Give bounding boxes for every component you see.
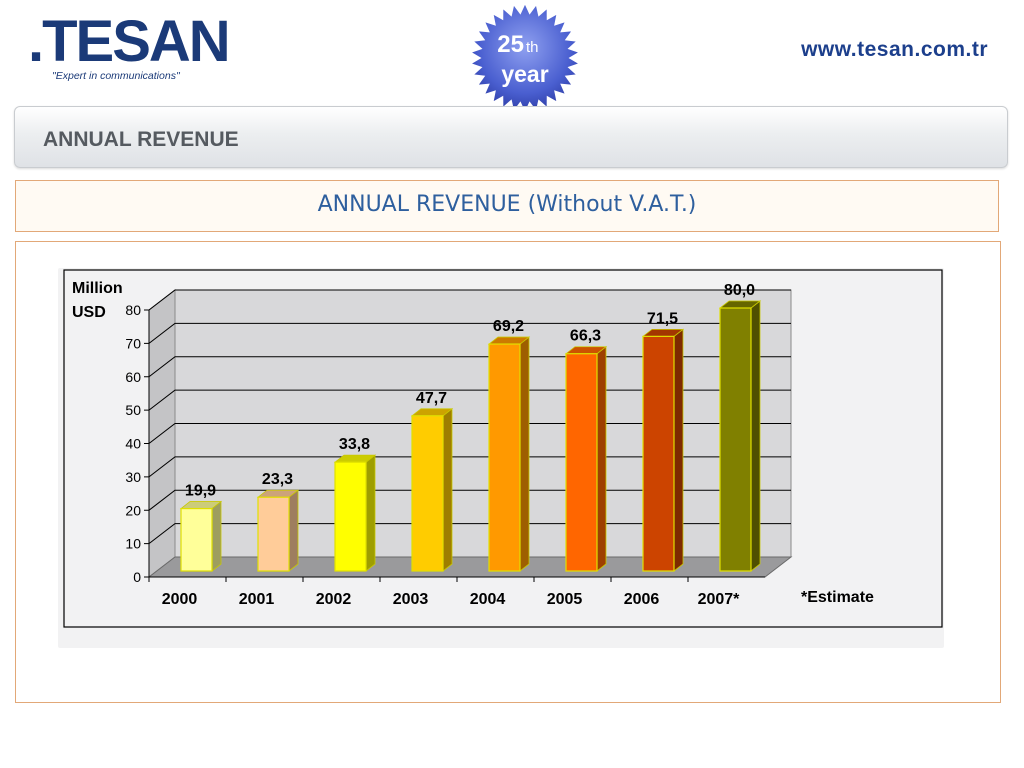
y-tick-label: 20 (125, 502, 141, 518)
y-tick-label: 0 (133, 569, 141, 585)
x-tick-label: 2003 (393, 591, 429, 608)
x-tick-label: 2007* (698, 591, 741, 608)
y-tick-label: 60 (125, 369, 141, 385)
y-axis-title: USD (72, 304, 106, 321)
data-label: 80,0 (724, 282, 755, 299)
bar-2007* (719, 307, 752, 572)
chart-heading-box: ANNUAL REVENUE (Without V.A.T.) (15, 180, 999, 232)
chart-heading: ANNUAL REVENUE (Without V.A.T.) (317, 192, 697, 217)
data-label: 23,3 (262, 471, 293, 488)
bar-side (596, 345, 607, 572)
gridline-70 (148, 322, 791, 344)
website-link[interactable]: www.tesan.com.tr (801, 38, 988, 61)
bar-side (288, 489, 299, 572)
data-label: 69,2 (493, 318, 524, 335)
page-title: ANNUAL REVENUE (43, 128, 239, 151)
bar-2003 (411, 415, 444, 572)
data-label: 33,8 (339, 436, 370, 453)
x-tick-label: 2001 (239, 591, 275, 608)
x-tick-label: 2004 (470, 591, 506, 608)
y-tick-label: 80 (125, 302, 141, 318)
badge-starburst-shape (468, 2, 582, 114)
x-tick-label: 2006 (624, 591, 660, 608)
y-tick-label: 50 (125, 402, 141, 418)
bar-side (750, 300, 761, 572)
y-tick-label: 40 (125, 436, 141, 452)
y-tick-label: 10 (125, 536, 141, 552)
bar-side (211, 500, 222, 572)
data-label: 66,3 (570, 328, 601, 345)
bar-side (365, 454, 376, 572)
chart-panel: 0 10 20 30 40 50 60 70 80 Million USD 19,9 2000 23,3 2… (15, 241, 1001, 703)
data-label: 19,9 (185, 483, 216, 500)
anniversary-badge: 25 th year (468, 2, 582, 114)
logo-wordmark: .TESAN (28, 9, 231, 74)
bar-side (442, 407, 453, 572)
bar-2005 (565, 353, 598, 572)
y-tick-label: 70 (125, 335, 141, 351)
gridline-80 (148, 289, 791, 311)
badge-number: 25 (497, 31, 524, 58)
bar-2002 (334, 461, 367, 572)
chart-frame (63, 269, 943, 628)
x-tick-label: 2005 (547, 591, 583, 608)
y-axis-title: Million (72, 280, 123, 297)
data-label: 47,7 (416, 390, 447, 407)
bar-2001 (257, 496, 290, 572)
logo-tagline: "Expert in communications" (52, 70, 180, 82)
estimate-note: *Estimate (801, 589, 874, 606)
bar-side (519, 336, 530, 572)
chart-floor (147, 556, 793, 578)
bar-side (673, 328, 684, 572)
y-tick-label: 30 (125, 469, 141, 485)
x-tick-label: 2000 (162, 591, 198, 608)
badge-word: year (501, 61, 548, 87)
badge-suffix: th (526, 39, 539, 56)
bar-2000 (180, 507, 213, 572)
tesan-logo: .TESAN "Expert in communications" (28, 9, 231, 84)
x-tick-label: 2002 (316, 591, 352, 608)
section-header-bar: ANNUAL REVENUE (14, 106, 1008, 168)
data-label: 71,5 (647, 310, 678, 327)
bar-2006 (642, 335, 675, 572)
bar-2004 (488, 343, 521, 572)
